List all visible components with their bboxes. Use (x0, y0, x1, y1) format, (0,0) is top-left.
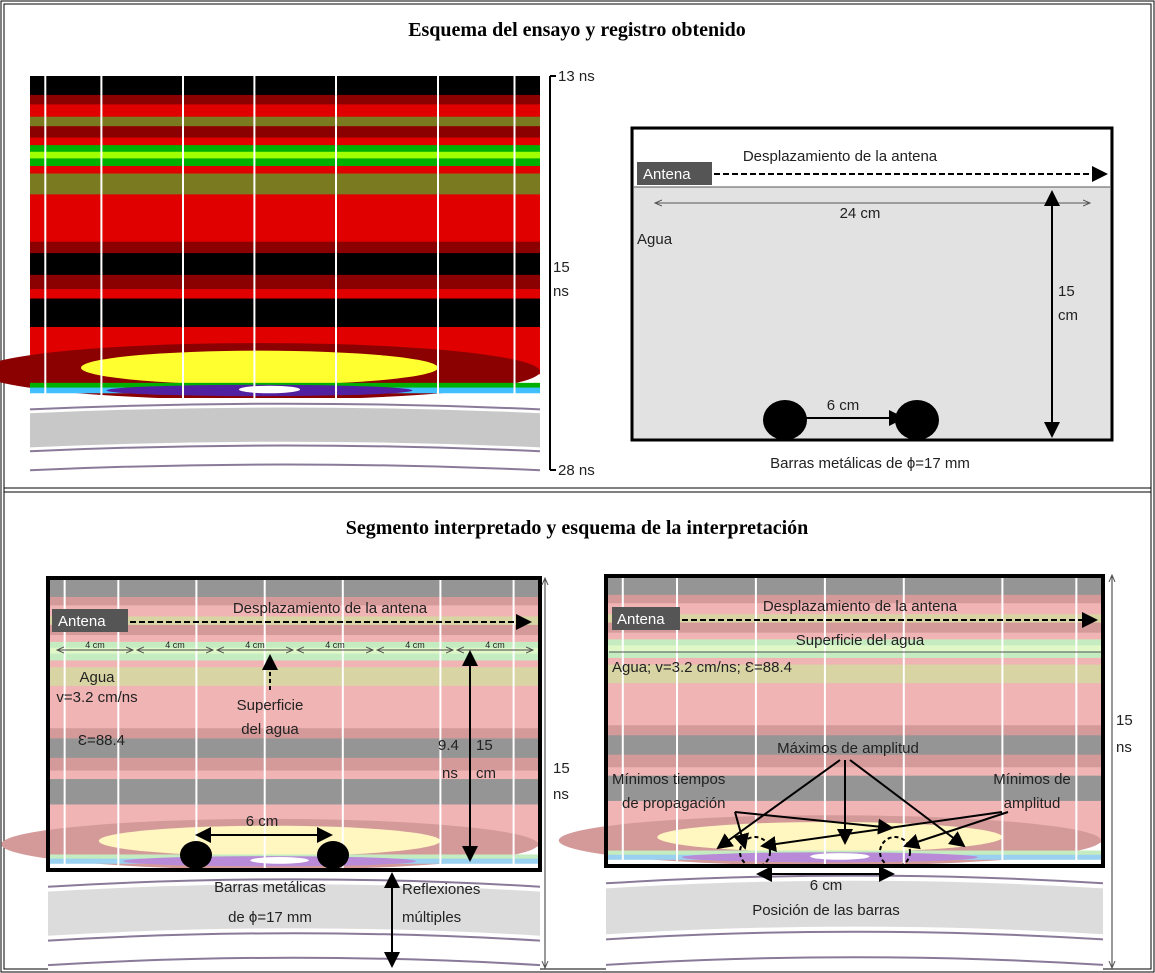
shape (30, 152, 540, 159)
section-title: Esquema del ensayo y registro obtenido (408, 19, 746, 41)
antenna-label: Antena (58, 613, 106, 630)
label: de propagación (622, 795, 725, 812)
shape (608, 725, 1101, 736)
interval-label: 4 cm (245, 640, 265, 650)
shape (50, 648, 538, 654)
label: ns (442, 765, 458, 782)
label: 15 (1058, 283, 1075, 300)
time-label: ns (553, 283, 569, 300)
shape (810, 853, 869, 860)
shape (30, 299, 540, 328)
label: Máximos de amplitud (777, 740, 919, 757)
shape (608, 683, 1101, 692)
label: Desplazamiento de la antena (233, 600, 428, 617)
antenna-label: Antena (617, 611, 665, 628)
label: Superficie (237, 697, 304, 714)
label: 6 cm (246, 813, 279, 830)
label: Agua (637, 231, 673, 248)
label: 24 cm (840, 205, 881, 222)
shape (608, 614, 1101, 623)
shape (50, 779, 538, 805)
scheme: Antena Desplazamiento de la antena 24 cm… (632, 128, 1112, 472)
shape (50, 660, 538, 667)
shape (30, 204, 540, 242)
shape (30, 275, 540, 290)
label: cm (476, 765, 496, 782)
label: 15 (1116, 712, 1133, 729)
shape (30, 117, 540, 127)
shape (30, 242, 540, 254)
shape (50, 771, 538, 780)
shape (30, 126, 540, 138)
shape (30, 253, 540, 275)
shape (30, 166, 540, 174)
label: Superficie del agua (796, 632, 925, 649)
shape (30, 95, 540, 105)
interval-label: 4 cm (485, 640, 505, 650)
shape (81, 351, 438, 385)
section-title: Segmento interpretado y esquema de la in… (346, 517, 809, 539)
shape (239, 386, 300, 394)
label: 9.4 (438, 737, 459, 754)
label: del agua (241, 721, 299, 738)
shape (608, 692, 1101, 726)
shape (250, 857, 309, 864)
shape (30, 138, 540, 146)
shape (50, 758, 538, 771)
interval-label: 4 cm (405, 640, 425, 650)
shape (99, 826, 441, 856)
radargram (0, 76, 540, 474)
label: Agua (79, 669, 115, 686)
page: Esquema del ensayo y registro obtenido S… (0, 0, 1155, 973)
label: 6 cm (810, 877, 843, 894)
shape (30, 104, 540, 117)
label: 6 cm (827, 397, 860, 414)
shape (30, 158, 540, 166)
shape (608, 578, 1101, 595)
antenna-label: Antena (643, 166, 691, 183)
label: Agua; v=3.2 cm/ns; Ɛ=88.4 (612, 659, 792, 676)
shape (30, 145, 540, 152)
shape (30, 289, 540, 299)
label: Mínimos tiempos (612, 771, 725, 788)
label: Desplazamiento de la antena (743, 148, 938, 165)
shape (30, 76, 540, 95)
label: Mínimos de (993, 771, 1071, 788)
shape (50, 667, 538, 686)
label: Reflexiones (402, 881, 480, 898)
label: múltiples (402, 909, 461, 926)
interval-label: 4 cm (325, 640, 345, 650)
label: Ɛ=88.4 (78, 732, 125, 749)
label: 15 (476, 737, 493, 754)
time-label: 15 (553, 259, 570, 276)
label: Posición de las barras (752, 902, 900, 919)
label: ns (553, 786, 569, 803)
label: de ϕ=17 mm (228, 909, 312, 926)
shape (50, 635, 538, 642)
shape (30, 194, 540, 204)
time-axis: 13 ns 15 ns 28 ns (550, 68, 595, 479)
label: ns (1116, 739, 1132, 756)
interval-label: 4 cm (85, 640, 105, 650)
interval-label: 4 cm (165, 640, 185, 650)
shape (30, 408, 540, 448)
caption: Barras metálicas de ϕ=17 mm (770, 455, 970, 472)
label: Barras metálicas (214, 879, 326, 896)
label: Desplazamiento de la antena (763, 598, 958, 615)
time-label: 13 ns (558, 68, 595, 85)
label: v=3.2 cm/ns (56, 689, 137, 706)
shape (50, 654, 538, 661)
label: amplitud (1004, 795, 1061, 812)
label: cm (1058, 307, 1078, 324)
shape (50, 642, 538, 648)
shape (30, 174, 540, 195)
time-label: 28 ns (558, 462, 595, 479)
label: 15 (553, 760, 570, 777)
shape (50, 580, 538, 597)
